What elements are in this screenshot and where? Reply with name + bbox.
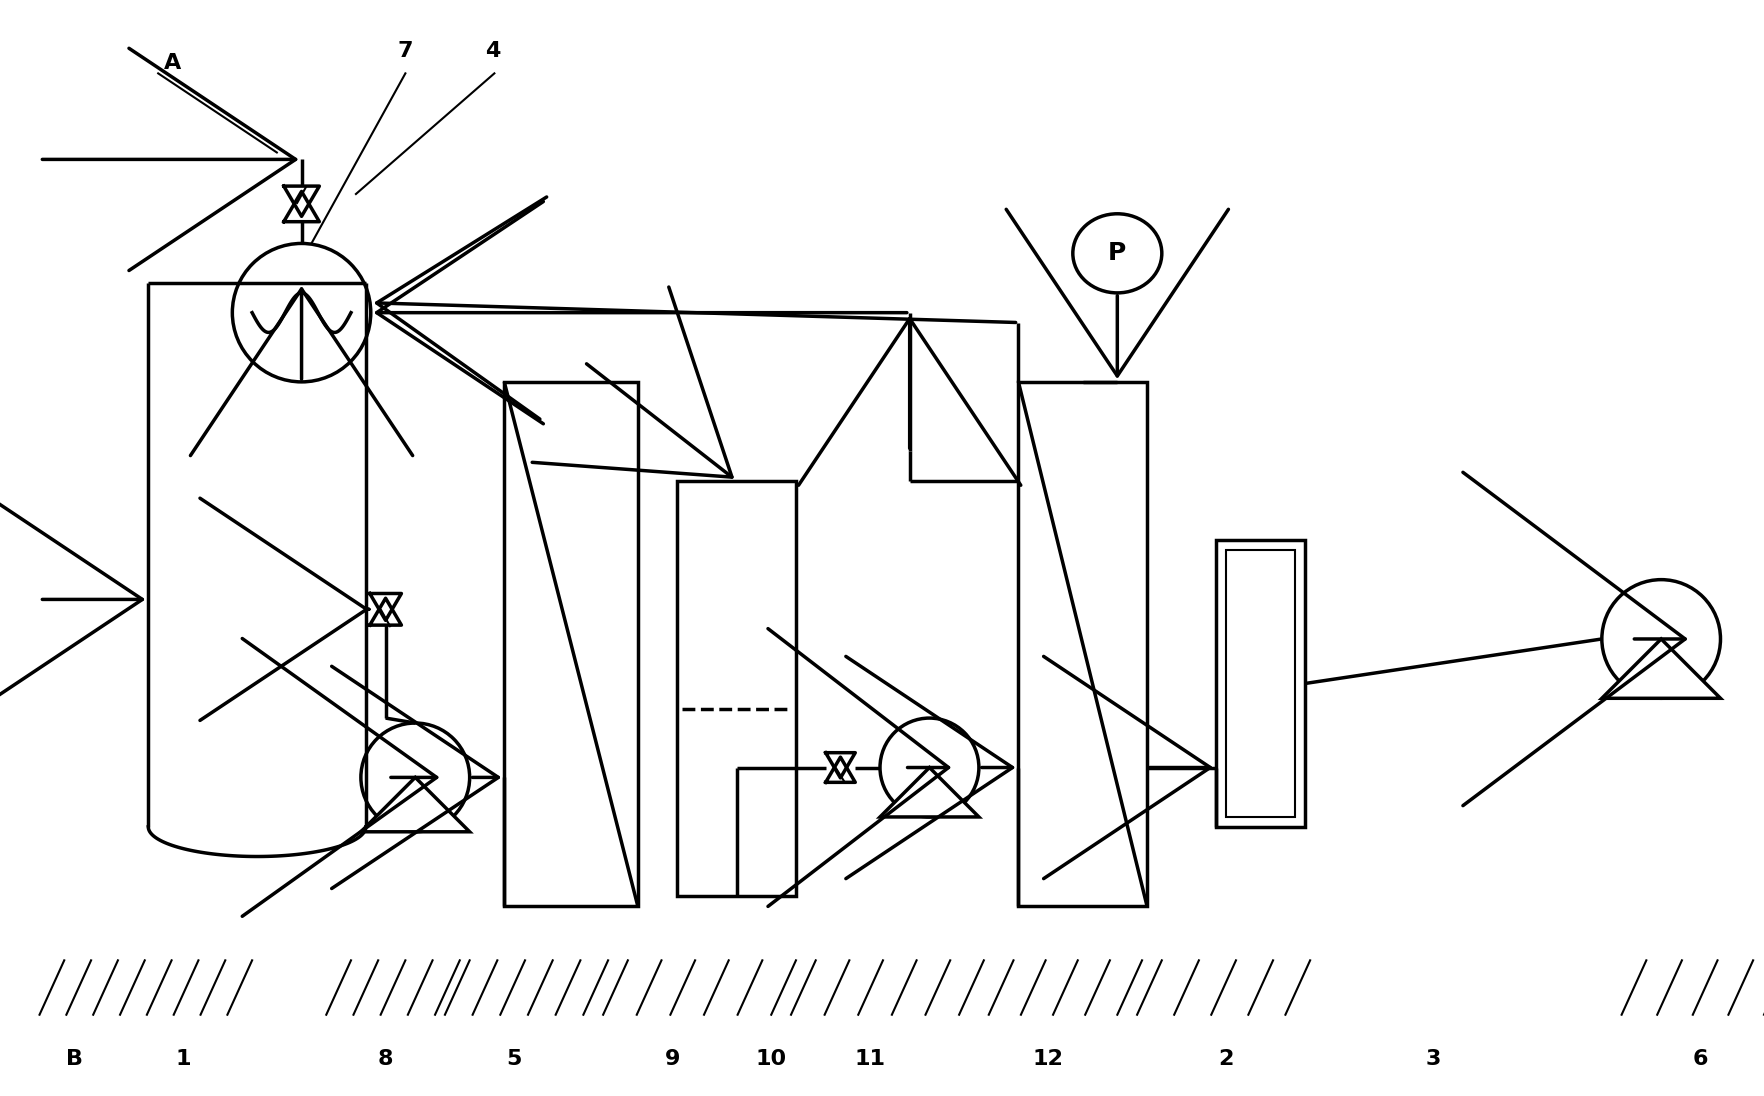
Bar [1215, 540, 1305, 826]
Text: 6: 6 [1693, 1049, 1709, 1070]
Circle shape [880, 718, 979, 817]
Bar [677, 481, 796, 897]
Text: 2: 2 [1219, 1049, 1233, 1070]
Text: 12: 12 [1032, 1049, 1064, 1070]
Text: 9: 9 [665, 1049, 681, 1070]
Text: 10: 10 [755, 1049, 787, 1070]
Bar [1226, 550, 1295, 817]
Text: B: B [65, 1049, 83, 1070]
Text: 8: 8 [377, 1049, 393, 1070]
Text: 11: 11 [854, 1049, 886, 1070]
Text: 4: 4 [485, 41, 499, 60]
Circle shape [233, 243, 370, 381]
Text: 3: 3 [1425, 1049, 1441, 1070]
Polygon shape [362, 777, 469, 832]
Bar [505, 381, 639, 906]
Polygon shape [1602, 639, 1720, 698]
Text: 1: 1 [175, 1049, 191, 1070]
Text: P: P [1108, 241, 1127, 265]
Bar [1018, 381, 1147, 906]
Circle shape [362, 723, 469, 832]
Text: A: A [164, 54, 182, 73]
Text: 5: 5 [506, 1049, 522, 1070]
Text: 7: 7 [397, 41, 413, 60]
Circle shape [1602, 580, 1720, 698]
Polygon shape [880, 767, 979, 817]
Ellipse shape [1073, 214, 1162, 293]
